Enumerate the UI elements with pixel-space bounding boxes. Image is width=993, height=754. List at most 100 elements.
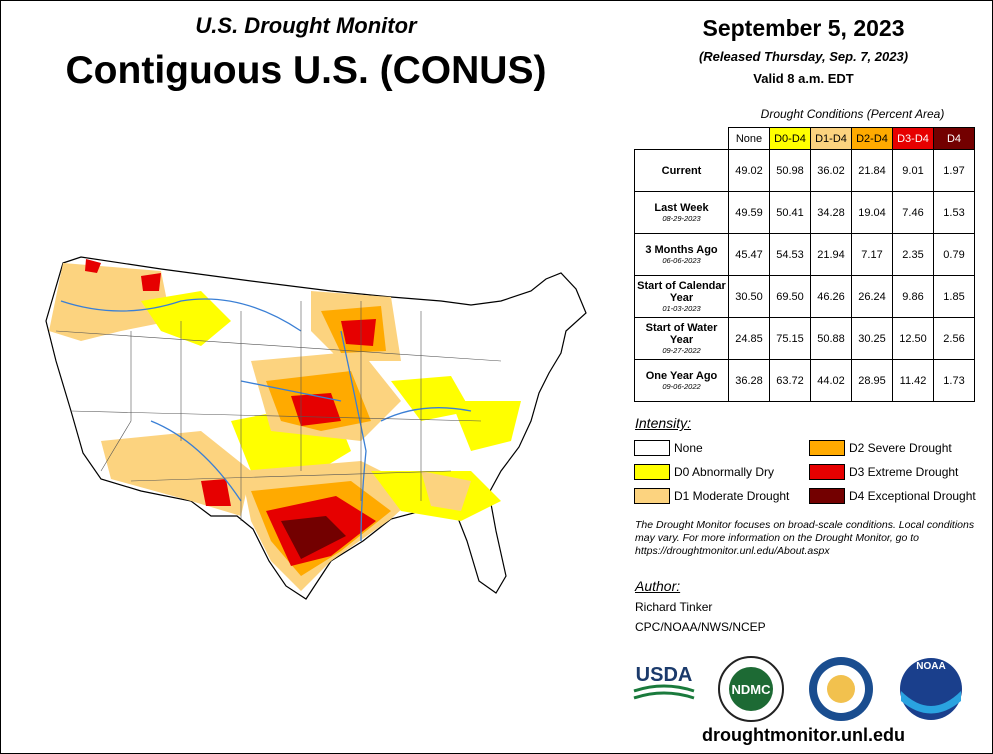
legend-swatch (634, 440, 670, 456)
logo-text: NDMC (732, 682, 772, 697)
cell-value: 9.86 (892, 275, 934, 318)
cell-value: 49.59 (728, 191, 770, 234)
state-borders (55, 301, 502, 521)
row-date: 09-27-2022 (662, 346, 701, 355)
valid-time: Valid 8 a.m. EDT (753, 71, 854, 86)
cell-value: 7.17 (851, 233, 893, 276)
cell-value: 50.41 (769, 191, 811, 234)
logo-text: USDA (636, 664, 693, 686)
drought-areas (49, 259, 521, 591)
cell-value: 30.25 (851, 317, 893, 360)
cell-value: 49.02 (728, 149, 770, 192)
cell-value: 1.73 (933, 359, 975, 402)
note: The Drought Monitor focuses on broad-sca… (635, 519, 975, 557)
row-name: Current (661, 164, 702, 177)
cell-value: 50.98 (769, 149, 811, 192)
release-date: (Released Thursday, Sep. 7, 2023) (698, 49, 909, 64)
cell-value: 45.47 (728, 233, 770, 276)
cell-value: 34.28 (810, 191, 852, 234)
legend-swatch (809, 464, 845, 480)
legend-swatch (634, 488, 670, 504)
cell-value: 2.35 (892, 233, 934, 276)
cell-value: 1.53 (933, 191, 975, 234)
legend-label: None (674, 441, 703, 455)
logos: USDA NDMC NOAA (633, 656, 962, 722)
cell-value: 12.50 (892, 317, 934, 360)
row-label: Start of Calendar Year 01-03-2023 (634, 275, 729, 318)
row-name: Start of Calendar Year (637, 280, 726, 304)
row-label: 3 Months Ago 06-06-2023 (634, 233, 729, 276)
author-org: CPC/NOAA/NWS/NCEP (635, 620, 766, 634)
table-row: 3 Months Ago 06-06-2023 45.47 54.53 21.94 7.1… (634, 233, 975, 276)
row-label: One Year Ago 09-06-2022 (634, 359, 729, 402)
author-heading: Author: (635, 578, 681, 594)
cell-value: 36.28 (728, 359, 770, 402)
rivers (60, 298, 472, 542)
cell-value: 2.56 (933, 317, 975, 360)
logo-text: NOAA (916, 661, 945, 672)
legend-label: D2 Severe Drought (849, 441, 952, 455)
column-header: None (728, 127, 770, 150)
website: droughtmonitor.unl.edu (702, 725, 905, 745)
legend-label: D3 Extreme Drought (849, 465, 959, 479)
title: Contiguous U.S. (CONUS) (65, 49, 547, 92)
cell-value: 21.94 (810, 233, 852, 276)
cell-value: 50.88 (810, 317, 852, 360)
column-header: D0-D4 (769, 127, 811, 150)
column-header: D4 (933, 127, 975, 150)
table-row: Current 49.02 50.98 36.02 21.84 9.01 1.97 (634, 149, 975, 192)
table-caption: Drought Conditions (Percent Area) (760, 107, 945, 121)
cell-value: 44.02 (810, 359, 852, 402)
map-date: September 5, 2023 (702, 15, 905, 41)
column-header: D3-D4 (892, 127, 934, 150)
legend-label: D4 Exceptional Drought (849, 489, 976, 503)
cell-value: 21.84 (851, 149, 893, 192)
cell-value: 26.24 (851, 275, 893, 318)
column-header: D2-D4 (851, 127, 893, 150)
cell-value: 28.95 (851, 359, 893, 402)
cell-value: 1.97 (933, 149, 975, 192)
cell-value: 11.42 (892, 359, 934, 402)
cell-value: 9.01 (892, 149, 934, 192)
subtitle: U.S. Drought Monitor (195, 13, 417, 38)
table-row: One Year Ago 09-06-2022 36.28 63.72 44.02 28.… (634, 359, 975, 402)
cell-value: 69.50 (769, 275, 811, 318)
intensity-heading: Intensity: (635, 415, 692, 431)
row-label: Current (634, 149, 729, 192)
cell-value: 46.26 (810, 275, 852, 318)
cell-value: 36.02 (810, 149, 852, 192)
row-date: 09-06-2022 (662, 382, 701, 391)
row-label: Start of Water Year 09-27-2022 (634, 317, 729, 360)
cell-value: 19.04 (851, 191, 893, 234)
author-name: Richard Tinker (635, 600, 713, 614)
legend-swatch (809, 440, 845, 456)
legend-label: D0 Abnormally Dry (674, 465, 775, 479)
cell-value: 54.53 (769, 233, 811, 276)
row-name: Last Week (654, 202, 709, 214)
cell-value: 63.72 (769, 359, 811, 402)
row-date: 08-29-2023 (662, 214, 701, 223)
row-name: Start of Water Year (645, 322, 718, 346)
legend-swatch (634, 464, 670, 480)
cell-value: 30.50 (728, 275, 770, 318)
conditions-table: None D0-D4 D1-D4 D2-D4 D3-D4 D4 Current 49.02 50… (634, 127, 975, 402)
row-date: 01-03-2023 (662, 304, 701, 313)
cell-value: 1.85 (933, 275, 975, 318)
table-row: Start of Calendar Year 01-03-2023 30.50 69.… (634, 275, 975, 318)
cell-value: 24.85 (728, 317, 770, 360)
blank-cell (635, 128, 729, 150)
table-row: Start of Water Year 09-27-2022 24.85 75.15 5… (634, 317, 975, 360)
row-name: One Year Ago (645, 370, 718, 382)
row-label: Last Week 08-29-2023 (634, 191, 729, 234)
cell-value: 75.15 (769, 317, 811, 360)
row-date: 06-06-2023 (662, 256, 701, 265)
legend-label: D1 Moderate Drought (674, 489, 790, 503)
cell-value: 7.46 (892, 191, 934, 234)
table-row: Last Week 08-29-2023 49.59 50.41 34.28 19.04 7… (634, 191, 975, 234)
column-header: D1-D4 (810, 127, 852, 150)
legend-swatch (809, 488, 845, 504)
row-name: 3 Months Ago (645, 244, 718, 256)
header-row: None D0-D4 D1-D4 D2-D4 D3-D4 D4 (635, 127, 975, 150)
